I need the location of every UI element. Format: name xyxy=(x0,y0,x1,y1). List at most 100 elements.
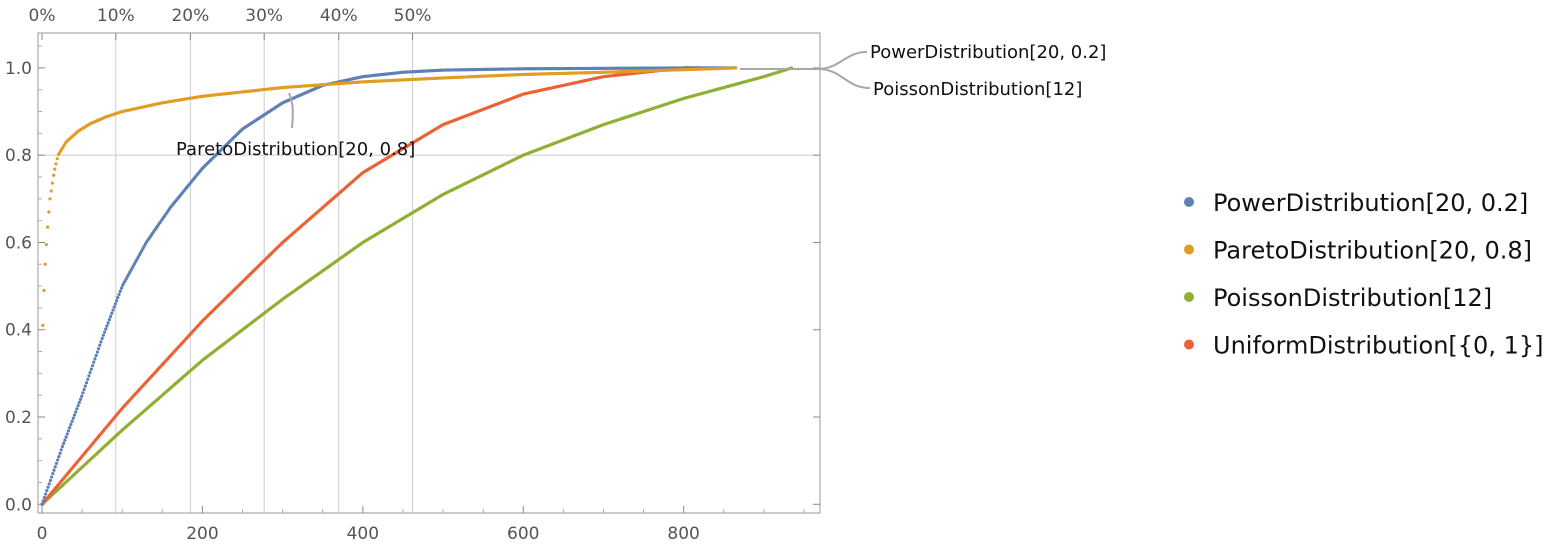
data-point xyxy=(44,243,49,247)
data-point xyxy=(68,426,72,430)
data-point xyxy=(42,495,47,500)
data-point xyxy=(53,167,57,171)
y-tick-label: 1.0 xyxy=(5,59,32,79)
legend-label: UniformDistribution[{0, 1}] xyxy=(1213,332,1543,360)
data-point xyxy=(80,394,84,398)
data-point xyxy=(66,429,71,433)
data-point xyxy=(60,444,65,449)
grid-lines xyxy=(38,33,820,513)
data-point xyxy=(94,353,98,358)
series-callouts: PowerDistribution[20, 0.2] PoissonDistrib… xyxy=(176,42,1106,160)
data-point xyxy=(42,288,46,293)
data-point xyxy=(65,432,69,436)
y-tick-label: 0.6 xyxy=(5,233,32,253)
y-tick-label: 0.2 xyxy=(5,408,32,428)
data-point xyxy=(101,333,105,337)
data-point xyxy=(50,181,55,185)
legend-label: ParetoDistribution[20, 0.8] xyxy=(1213,237,1532,265)
series-0-points xyxy=(40,66,737,506)
x-tick-label: 400 xyxy=(347,524,379,544)
data-point xyxy=(117,292,121,297)
data-point xyxy=(56,458,60,462)
data-point xyxy=(71,416,75,420)
x-tick-label: 0 xyxy=(37,524,48,544)
data-point xyxy=(100,336,104,341)
callout-label-pareto: ParetoDistribution[20, 0.8] xyxy=(176,139,415,160)
plot-frame xyxy=(37,32,821,514)
data-point xyxy=(70,419,74,423)
series-2-points xyxy=(40,66,794,506)
top-tick-label: 20% xyxy=(171,6,209,26)
data-point xyxy=(89,367,93,371)
data-point xyxy=(111,308,115,312)
data-point xyxy=(99,340,103,344)
data-point xyxy=(57,455,61,459)
data-point xyxy=(41,323,45,327)
data-point xyxy=(81,391,85,395)
data-point xyxy=(43,262,47,266)
data-point xyxy=(115,299,119,303)
data-point xyxy=(87,374,91,378)
data-point xyxy=(98,343,102,347)
data-point xyxy=(58,451,62,455)
data-point xyxy=(62,441,66,445)
data-point xyxy=(46,485,50,489)
data-point xyxy=(63,438,67,442)
data-point xyxy=(102,330,107,334)
y-tick-label: 0.8 xyxy=(5,146,32,166)
data-point xyxy=(113,302,117,306)
data-point xyxy=(86,377,90,381)
data-point xyxy=(734,66,738,70)
data-point xyxy=(51,472,55,476)
data-point xyxy=(90,364,95,368)
data-point xyxy=(47,210,51,214)
data-point xyxy=(119,286,124,290)
legend-marker xyxy=(1184,244,1194,255)
legend-marker xyxy=(1184,197,1194,207)
legend-label: PoissonDistribution[12] xyxy=(1213,284,1492,312)
data-point xyxy=(41,499,45,503)
legend-label: PowerDistribution[20, 0.2] xyxy=(1213,189,1528,217)
x-tick-label: 600 xyxy=(507,524,539,544)
data-points xyxy=(40,66,794,506)
callout-line-poisson xyxy=(817,68,871,89)
data-point xyxy=(107,318,111,322)
data-point xyxy=(104,327,108,331)
data-point xyxy=(105,324,109,328)
x-tick-label: 200 xyxy=(186,524,218,544)
data-point xyxy=(77,400,81,405)
series-1-points xyxy=(41,66,738,327)
data-point xyxy=(74,410,78,414)
data-point xyxy=(78,397,83,401)
data-point xyxy=(88,370,92,375)
data-point xyxy=(82,387,86,392)
data-point xyxy=(96,347,101,351)
data-point xyxy=(76,404,80,408)
data-point xyxy=(54,162,58,166)
top-tick-label: 50% xyxy=(394,6,432,26)
data-point xyxy=(44,492,48,496)
data-point xyxy=(64,435,68,439)
data-point xyxy=(118,289,122,293)
data-point xyxy=(75,407,79,411)
data-point xyxy=(112,305,116,309)
data-point xyxy=(47,482,51,486)
callout-label-power: PowerDistribution[20, 0.2] xyxy=(870,42,1106,63)
data-point xyxy=(92,360,96,364)
data-point xyxy=(59,448,63,452)
top-tick-label: 40% xyxy=(320,6,358,26)
data-point xyxy=(48,478,53,483)
axis-ticks: 0 200 400 600 800 0.0 0.2 0.4 0.6 0.8 1.0 0% 10% 20% 3… xyxy=(5,6,820,544)
legend-marker xyxy=(1184,292,1194,302)
y-tick-label: 0.4 xyxy=(5,321,32,341)
data-point xyxy=(50,475,54,479)
data-point xyxy=(45,489,49,493)
legend: PowerDistribution[20, 0.2] ParetoDistribu… xyxy=(1184,189,1543,360)
data-point xyxy=(95,350,99,354)
data-point xyxy=(69,422,73,427)
callout-line-power xyxy=(740,51,868,70)
data-point xyxy=(72,413,77,417)
data-point xyxy=(110,311,114,315)
data-point xyxy=(106,321,110,325)
callout-line-pareto xyxy=(288,92,294,129)
